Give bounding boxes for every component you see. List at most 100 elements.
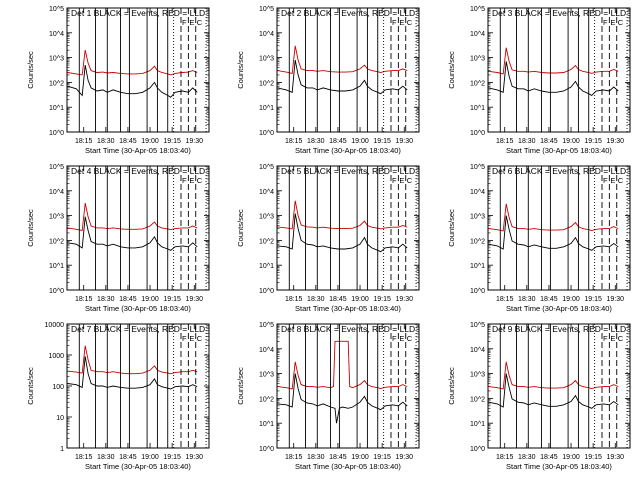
panel-frame <box>66 165 210 291</box>
series-line-lld <box>277 45 408 74</box>
y-tick-label: 10^1 <box>259 263 274 270</box>
y-axis-label: Counts/sec <box>26 367 35 405</box>
y-axis-label: Counts/sec <box>236 367 245 405</box>
marker-label: E <box>399 18 404 27</box>
marker-label: E <box>189 334 194 343</box>
y-tick-label: 10^0 <box>470 288 485 295</box>
x-tick-label: 18:30 <box>518 454 536 461</box>
x-tick-label: 19:00 <box>351 296 369 303</box>
x-tick-label: 19:30 <box>395 296 413 303</box>
x-tick-label: 19:00 <box>141 296 159 303</box>
x-tick-label: 18:15 <box>75 296 93 303</box>
y-tick-label: 10^1 <box>470 105 485 112</box>
y-tick-label: 10^4 <box>259 347 274 354</box>
panel-3: Det 3 BLACK = Events, RED = LLD 10^0 10^1 1… <box>447 6 631 155</box>
x-axis-label: Start Time (30-Apr-05 18:03:40) <box>295 146 401 155</box>
panel-title: Det 4 BLACK = Events, RED = LLD <box>71 166 205 176</box>
series-line-events <box>277 59 408 95</box>
y-tick-label: 10^3 <box>470 56 485 63</box>
y-tick-label: 10^2 <box>470 396 485 403</box>
marker-label: C <box>197 18 203 27</box>
x-tick-label: 18:15 <box>285 454 303 461</box>
y-tick-label: 10^5 <box>470 6 485 13</box>
plot-area <box>67 324 207 448</box>
x-tick-label: 18:30 <box>97 454 115 461</box>
marker-label: C <box>618 334 624 343</box>
plot-area <box>488 166 628 290</box>
y-axis-label: Counts/sec <box>447 51 456 89</box>
marker-label: C <box>407 334 413 343</box>
series-line-lld <box>488 203 619 232</box>
x-tick-label: 18:45 <box>540 296 558 303</box>
x-tick-label: 19:30 <box>185 296 203 303</box>
series-line-lld <box>67 345 198 375</box>
marker-label: E <box>610 176 615 185</box>
panel-8: Det 8 BLACK = Events, RED = LLD 10^0 10^1 1… <box>236 322 420 471</box>
panel-title: Det 1 BLACK = Events, RED = LLD <box>71 8 205 18</box>
y-tick-label: 10^1 <box>49 263 64 270</box>
panel-title: Det 2 BLACK = Events, RED = LLD <box>281 8 415 18</box>
y-axis-label: Counts/sec <box>236 51 245 89</box>
x-tick-label: 19:15 <box>163 138 181 145</box>
marker-label: C <box>618 18 624 27</box>
plot-area <box>277 8 417 132</box>
y-tick-label: 10^5 <box>259 322 274 329</box>
marker-label: F <box>392 176 397 185</box>
y-axis-label: Counts/sec <box>447 209 456 247</box>
panel-frame <box>66 323 210 449</box>
marker-label: E <box>399 334 404 343</box>
panel-frame <box>276 323 420 449</box>
panel-title: Det 9 BLACK = Events, RED = LLD <box>492 324 626 334</box>
x-tick-label: 19:30 <box>185 454 203 461</box>
x-tick-label: 18:30 <box>97 296 115 303</box>
x-tick-label: 18:45 <box>329 296 347 303</box>
y-axis-label: Counts/sec <box>26 209 35 247</box>
marker-label: F <box>603 18 608 27</box>
x-tick-label: 18:45 <box>329 454 347 461</box>
series-line-events <box>488 215 619 251</box>
x-axis-label: Start Time (30-Apr-05 18:03:40) <box>295 462 401 471</box>
plot-area <box>67 166 207 290</box>
x-axis-label: Start Time (30-Apr-05 18:03:40) <box>85 304 191 313</box>
x-tick-label: 18:15 <box>75 454 93 461</box>
y-tick-label: 10^4 <box>259 31 274 38</box>
y-tick-label: 10^1 <box>49 105 64 112</box>
panel-9: Det 9 BLACK = Events, RED = LLD 10^0 10^1 1… <box>447 322 631 471</box>
marker-label: E <box>610 334 615 343</box>
x-tick-label: 18:45 <box>540 454 558 461</box>
panel-6: Det 6 BLACK = Events, RED = LLD 10^0 10^1 1… <box>447 164 631 313</box>
marker-label: C <box>618 176 624 185</box>
y-tick-label: 10^5 <box>49 164 64 171</box>
x-tick-label: 18:15 <box>285 296 303 303</box>
series-line-events <box>277 373 408 424</box>
x-tick-label: 19:00 <box>562 296 580 303</box>
panel-4: Det 4 BLACK = Events, RED = LLD 10^0 10^1 1… <box>26 164 210 313</box>
plot-area <box>488 324 628 448</box>
y-tick-label: 10^3 <box>49 214 64 221</box>
marker-label: F <box>603 334 608 343</box>
y-tick-label: 10^5 <box>470 164 485 171</box>
y-tick-label: 10^2 <box>259 238 274 245</box>
y-tick-label: 1000 <box>48 353 64 360</box>
x-tick-label: 18:15 <box>285 138 303 145</box>
marker-label: F <box>392 334 397 343</box>
y-tick-label: 1 <box>60 446 64 453</box>
x-axis-label: Start Time (30-Apr-05 18:03:40) <box>85 462 191 471</box>
y-tick-label: 10000 <box>45 322 65 329</box>
plot-area <box>488 8 628 132</box>
y-tick-label: 10^1 <box>259 421 274 428</box>
y-axis-label: Counts/sec <box>236 209 245 247</box>
x-tick-label: 18:30 <box>307 454 325 461</box>
series-line-events <box>277 213 408 253</box>
y-tick-label: 10^5 <box>470 322 485 329</box>
x-tick-label: 18:45 <box>540 138 558 145</box>
y-tick-label: 10^5 <box>259 164 274 171</box>
y-tick-label: 10^1 <box>470 421 485 428</box>
y-tick-label: 10^1 <box>470 263 485 270</box>
panel-title: Det 7 BLACK = Events, RED = LLD <box>71 324 205 334</box>
x-tick-label: 18:15 <box>496 138 514 145</box>
y-tick-label: 10^2 <box>259 396 274 403</box>
panel-frame <box>66 7 210 133</box>
panel-frame <box>487 165 631 291</box>
